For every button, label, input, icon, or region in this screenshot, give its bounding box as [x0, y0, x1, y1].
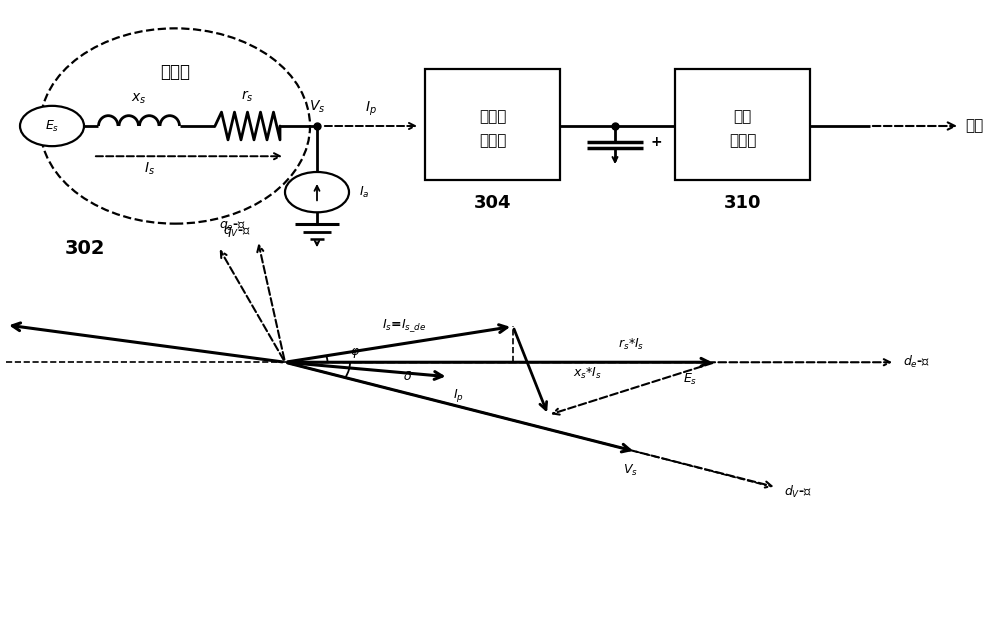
Text: 310: 310: [724, 195, 761, 212]
Bar: [425, 69, 560, 180]
Text: $I_s$: $I_s$: [144, 161, 154, 177]
Text: +: +: [651, 135, 663, 149]
Text: 二极管: 二极管: [479, 110, 506, 124]
Text: $q_e$-轴: $q_e$-轴: [219, 219, 246, 233]
Text: $x_s$: $x_s$: [131, 92, 147, 106]
Text: $r_s$$*I_s$: $r_s$$*I_s$: [618, 337, 645, 352]
Text: 发电机: 发电机: [160, 64, 190, 81]
Text: $\delta$: $\delta$: [403, 370, 412, 382]
Text: $E_s$: $E_s$: [45, 118, 59, 134]
Text: $I_s$=$I_{s\_de}$: $I_s$=$I_{s\_de}$: [382, 317, 426, 334]
Text: $I_p$: $I_p$: [365, 99, 377, 118]
Text: $V_s$: $V_s$: [623, 463, 638, 478]
Text: $d_e$-轴: $d_e$-轴: [903, 354, 930, 370]
Text: $d_V$-轴: $d_V$-轴: [784, 484, 812, 500]
Text: $I_p$: $I_p$: [453, 387, 464, 404]
Text: $q_V$-轴: $q_V$-轴: [223, 226, 251, 239]
Circle shape: [285, 172, 349, 212]
Text: 逆变器: 逆变器: [729, 133, 756, 147]
Text: $r_s$: $r_s$: [241, 89, 254, 104]
Circle shape: [20, 106, 84, 146]
Text: 304: 304: [474, 195, 511, 212]
Text: 电网: 电网: [733, 110, 752, 124]
Text: $x_s$$*I_s$: $x_s$$*I_s$: [573, 367, 602, 381]
Text: $\varphi$: $\varphi$: [350, 346, 360, 360]
Bar: [675, 69, 810, 180]
Text: $V_s$: $V_s$: [309, 99, 325, 115]
Text: 302: 302: [65, 239, 106, 258]
Text: $I_a$: $I_a$: [359, 185, 369, 200]
Text: 电网: 电网: [965, 118, 983, 134]
Text: $E_s$: $E_s$: [683, 372, 697, 387]
Text: 整流器: 整流器: [479, 133, 506, 147]
